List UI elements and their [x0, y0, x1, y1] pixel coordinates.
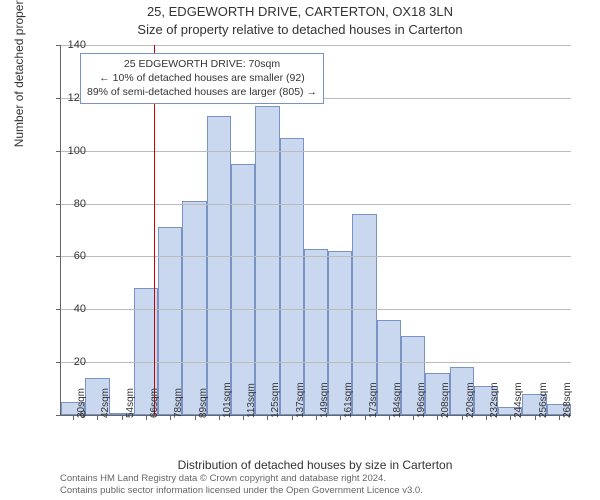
y-tick-label: 140 — [68, 39, 86, 51]
x-tick-label: 268sqm — [562, 382, 573, 418]
x-tick-label: 184sqm — [392, 382, 403, 418]
x-tick-label: 173sqm — [368, 382, 379, 418]
copyright-line: Contains HM Land Registry data © Crown c… — [60, 473, 423, 485]
annotation-box: 25 EDGEWORTH DRIVE: 70sqm ← 10% of detac… — [80, 53, 324, 104]
x-tick-label: 66sqm — [149, 388, 160, 418]
x-tick-label: 78sqm — [173, 388, 184, 418]
title-line-2: Size of property relative to detached ho… — [0, 22, 600, 37]
x-tick-label: 30sqm — [76, 388, 87, 418]
y-tick-label: 20 — [74, 356, 86, 368]
histogram-bar — [182, 201, 206, 415]
x-tick-label: 244sqm — [513, 382, 524, 418]
x-tick-label: 196sqm — [416, 382, 427, 418]
x-tick-label: 42sqm — [100, 388, 111, 418]
x-axis-title: Distribution of detached houses by size … — [60, 458, 570, 472]
histogram-bar — [280, 138, 304, 416]
x-tick-label: 232sqm — [489, 382, 500, 418]
x-tick-label: 125sqm — [270, 382, 281, 418]
histogram-bar — [255, 106, 279, 415]
x-tick-label: 137sqm — [295, 382, 306, 418]
y-axis-title: Number of detached properties — [12, 0, 26, 147]
y-tick-label: 40 — [74, 303, 86, 315]
annotation-line: 25 EDGEWORTH DRIVE: 70sqm — [87, 57, 317, 71]
x-tick-label: 113sqm — [246, 383, 257, 418]
x-tick-label: 149sqm — [319, 382, 330, 418]
y-tick-label: 80 — [74, 198, 86, 210]
x-tick-label: 208sqm — [440, 382, 451, 418]
y-tick-label: 60 — [74, 250, 86, 262]
x-tick-label: 220sqm — [465, 382, 476, 418]
y-tick-label: 100 — [68, 145, 86, 157]
x-tick-label: 161sqm — [343, 382, 354, 418]
histogram-bar — [231, 164, 255, 415]
annotation-line: ← 10% of detached houses are smaller (92… — [87, 71, 317, 85]
histogram-bar — [207, 116, 231, 415]
title-line-1: 25, EDGEWORTH DRIVE, CARTERTON, OX18 3LN — [0, 4, 600, 19]
x-tick-label: 256sqm — [538, 382, 549, 418]
x-tick-label: 101sqm — [222, 382, 233, 418]
copyright-text: Contains HM Land Registry data © Crown c… — [60, 473, 423, 497]
x-tick-label: 89sqm — [198, 388, 209, 418]
x-tick-label: 54sqm — [125, 388, 136, 418]
figure: 25, EDGEWORTH DRIVE, CARTERTON, OX18 3LN… — [0, 0, 600, 500]
copyright-line: Contains public sector information licen… — [60, 485, 423, 497]
annotation-line: 89% of semi-detached houses are larger (… — [87, 85, 317, 99]
